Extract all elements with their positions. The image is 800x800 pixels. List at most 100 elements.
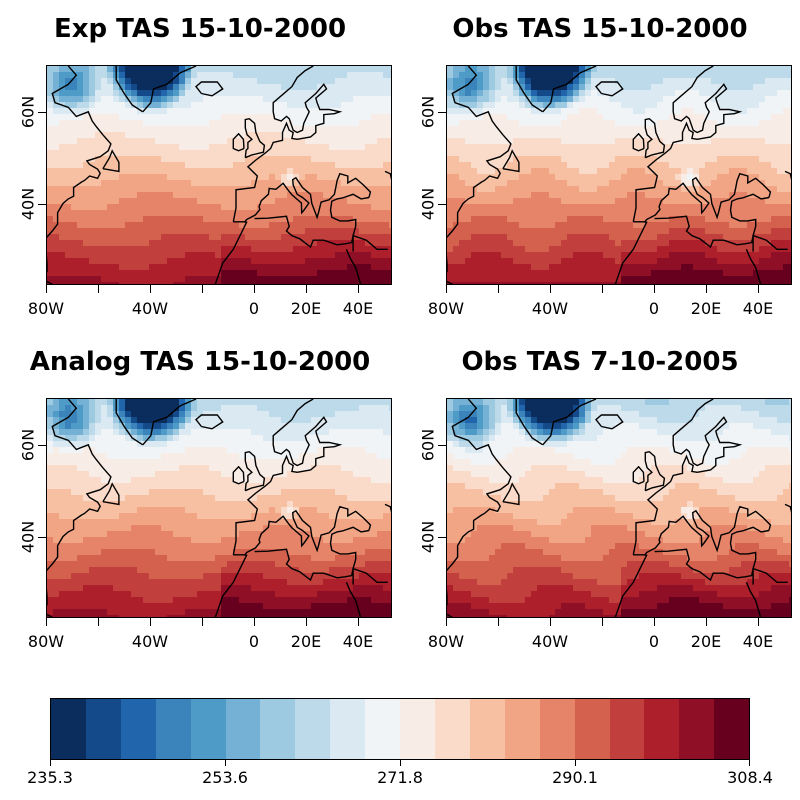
x-axis-label: 40E [742,299,774,318]
colorbar-swatch [679,699,715,759]
x-axis-label: 20E [290,299,322,318]
x-tick [550,285,551,293]
x-tick [358,285,359,293]
x-tick [358,618,359,626]
y-axis-label: 40N [418,187,438,221]
x-tick [706,285,707,293]
y-axis-label: 60N [418,95,438,129]
colorbar-label: 235.3 [27,768,73,787]
x-tick [306,618,307,626]
colorbar-swatch [574,699,610,759]
x-tick [758,618,759,626]
y-axis-label: 40N [18,187,38,221]
x-tick [254,618,255,626]
x-axis-label: 40E [742,632,774,651]
y-axis-label: 60N [18,95,38,129]
colorbar-swatch [190,699,226,759]
x-tick [706,618,707,626]
y-axis-label: 60N [418,428,438,462]
y-tick [438,537,446,538]
x-axis-label: 80W [27,632,65,651]
x-tick [150,285,151,293]
x-tick [654,618,655,626]
y-tick [38,204,46,205]
panel-title: Obs TAS 15-10-2000 [452,14,748,44]
x-axis-label: 0 [248,299,260,318]
x-axis-label: 80W [427,632,465,651]
colorbar [50,698,750,760]
colorbar-label: 271.8 [377,768,423,787]
x-tick [202,285,203,293]
x-tick [254,285,255,293]
map-panel: Obs TAS 7-10-2005 80W 40W 0 20E 40E 60N 40N [400,333,800,668]
colorbar-swatch [155,699,191,759]
x-axis-label: 40W [131,299,169,318]
y-tick [438,445,446,446]
colorbar-tick [400,760,401,766]
colorbar-tick [749,760,750,766]
x-tick [446,618,447,626]
temperature-map [446,65,792,285]
x-tick [446,285,447,293]
x-tick [98,285,99,293]
y-axis-label: 60N [18,428,38,462]
x-tick [202,618,203,626]
x-axis-label: 80W [27,299,65,318]
y-tick [438,112,446,113]
x-axis-label: 40E [342,632,374,651]
map-panel: Analog TAS 15-10-2000 80W 40W 0 20E 40E 60N 40N [0,333,400,668]
colorbar-swatch [225,699,261,759]
x-tick [498,285,499,293]
y-tick [438,204,446,205]
x-tick [98,618,99,626]
colorbar-swatch [51,699,86,759]
colorbar-swatch [714,699,750,759]
x-axis-label: 40W [531,299,569,318]
y-tick [38,112,46,113]
x-axis-label: 40W [531,632,569,651]
colorbar-label: 290.1 [552,768,598,787]
panel-title: Exp TAS 15-10-2000 [53,14,347,44]
y-axis-label: 40N [418,520,438,554]
y-axis-label: 40N [18,520,38,554]
colorbar-swatch [85,699,121,759]
panel-title: Obs TAS 7-10-2005 [461,347,739,377]
colorbar-swatch [120,699,156,759]
x-tick [758,285,759,293]
x-tick [602,618,603,626]
colorbar-swatch [260,699,296,759]
x-tick [306,285,307,293]
x-tick [654,285,655,293]
colorbar-swatch [539,699,575,759]
colorbar-swatch [365,699,401,759]
x-tick [602,285,603,293]
x-tick [550,618,551,626]
colorbar-label: 308.4 [727,768,773,787]
y-tick [38,537,46,538]
colorbar-swatch [400,699,435,759]
colorbar-tick [50,760,51,766]
x-axis-label: 80W [427,299,465,318]
x-axis-label: 0 [648,299,660,318]
colorbar-swatch [330,699,366,759]
panel-title: Analog TAS 15-10-2000 [29,347,371,377]
map-panel: Obs TAS 15-10-2000 80W 40W 0 20E 40E 60N 40N [400,0,800,335]
temperature-map [46,65,392,285]
x-axis-label: 20E [690,299,722,318]
x-tick [46,285,47,293]
colorbar-swatch [644,699,680,759]
x-tick [498,618,499,626]
colorbar-swatch [609,699,645,759]
x-axis-label: 40W [131,632,169,651]
colorbar-swatch [434,699,470,759]
x-tick [150,618,151,626]
colorbar-tick [225,760,226,766]
x-axis-label: 0 [248,632,260,651]
colorbar-swatch [469,699,505,759]
map-panel: Exp TAS 15-10-2000 80W 40W 0 20E 40E 60N 40N [0,0,400,335]
x-axis-label: 20E [290,632,322,651]
temperature-map [446,398,792,618]
y-tick [38,445,46,446]
x-tick [46,618,47,626]
x-axis-label: 20E [690,632,722,651]
